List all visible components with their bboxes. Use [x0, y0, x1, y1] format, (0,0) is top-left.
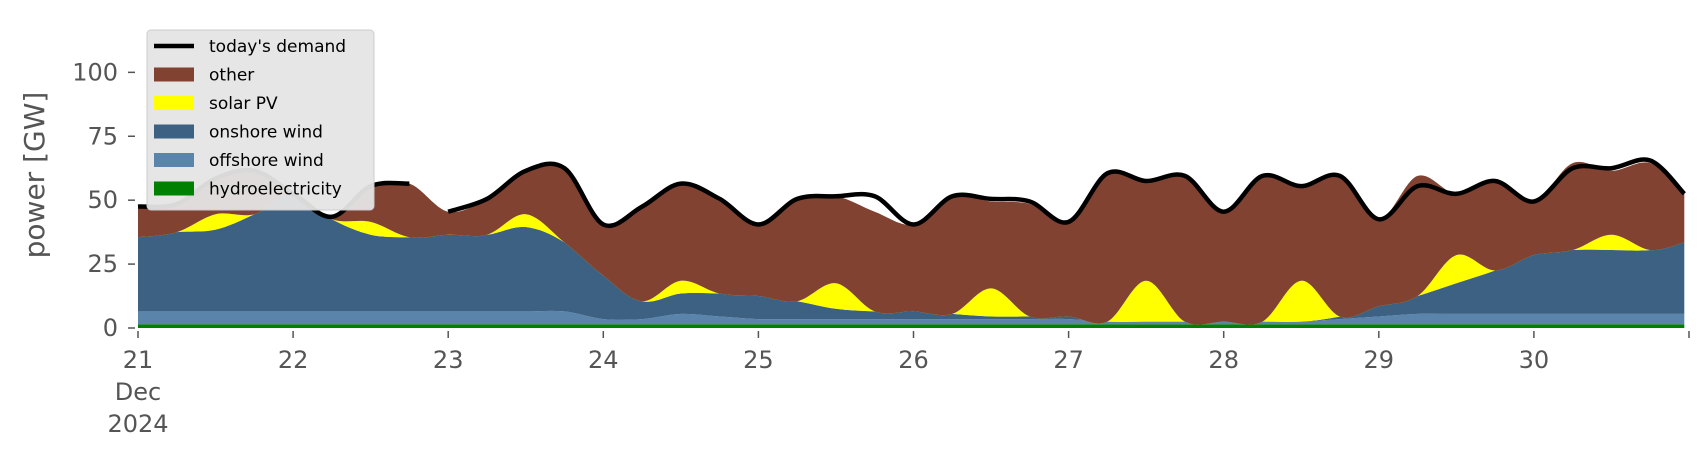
x-tick-label-21-line2: Dec — [115, 378, 161, 406]
axes-group: 0 25 50 75 100 21 Dec 2024 22 23 24 25 26 27 28 29 30 — [72, 58, 1690, 438]
legend-swatch-solar-pv — [154, 96, 194, 110]
area-solar-pv — [138, 193, 1685, 325]
x-tick-label-24: 24 — [588, 346, 619, 374]
area-hydroelectricity — [138, 324, 1685, 328]
legend-swatch-offshore-wind — [154, 153, 194, 167]
legend-swatch-hydroelectricity — [154, 181, 194, 196]
area-other — [138, 161, 1685, 325]
legend-label-onshore-wind: onshore wind — [209, 123, 323, 143]
legend-label-solar-pv: solar PV — [209, 94, 278, 114]
x-tick-label-21-line3: 2024 — [107, 410, 168, 438]
legend-label-other: other — [209, 66, 254, 86]
x-tick-label-25: 25 — [743, 346, 774, 374]
y-tick-label-75: 75 — [87, 122, 118, 150]
y-tick-label-50: 50 — [87, 186, 118, 214]
area-offshore-wind — [138, 310, 1685, 325]
y-tick-label-100: 100 — [72, 58, 118, 86]
legend-box — [146, 29, 375, 211]
x-tick-label-27: 27 — [1053, 346, 1084, 374]
y-tick-label-0: 0 — [103, 314, 118, 342]
x-tick-label-21: 21 — [123, 346, 154, 374]
y-axis-title: power [GW] — [18, 92, 51, 259]
legend-swatch-onshore-wind — [154, 124, 194, 139]
x-tick-label-28: 28 — [1208, 346, 1239, 374]
area-onshore-wind — [138, 193, 1685, 322]
y-tick-label-25: 25 — [87, 250, 118, 278]
area-series-group — [138, 161, 1685, 328]
legend-label-offshore-wind: offshore wind — [209, 151, 324, 171]
x-tick-label-30: 30 — [1519, 346, 1550, 374]
legend-swatch-other — [154, 67, 194, 82]
legend-label-hydroelectricity: hydroelectricity — [209, 180, 342, 200]
x-tick-label-23: 23 — [433, 346, 464, 374]
x-tick-label-29: 29 — [1364, 346, 1395, 374]
x-tick-label-26: 26 — [898, 346, 929, 374]
legend: today's demand other solar PV onshore wind o… — [146, 29, 375, 211]
x-tick-label-22: 22 — [278, 346, 309, 374]
demand-line-segment-2 — [447, 157, 1686, 229]
legend-label-today-s-demand: today's demand — [209, 37, 346, 57]
